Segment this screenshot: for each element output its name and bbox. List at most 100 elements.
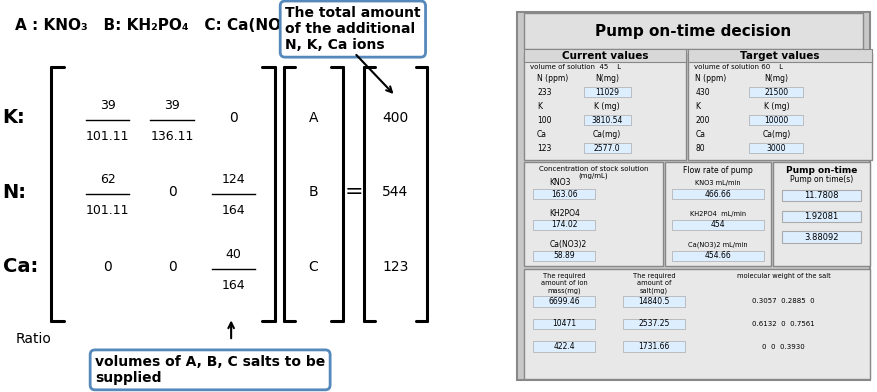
Text: 466.66: 466.66 — [703, 190, 731, 199]
Text: The required
amount of
salt(mg): The required amount of salt(mg) — [632, 273, 674, 294]
FancyBboxPatch shape — [671, 189, 763, 200]
Text: Ca(mg): Ca(mg) — [761, 130, 789, 139]
Text: 2537.25: 2537.25 — [638, 319, 669, 328]
FancyBboxPatch shape — [781, 211, 860, 222]
Text: 123: 123 — [537, 144, 551, 153]
Text: Ca(NO3)2 mL/min: Ca(NO3)2 mL/min — [688, 241, 746, 248]
Text: A: A — [308, 111, 317, 125]
Text: The required
amount of ion
mass(mg): The required amount of ion mass(mg) — [540, 273, 587, 294]
Text: 422.4: 422.4 — [553, 342, 574, 351]
Text: 14840.5: 14840.5 — [638, 297, 669, 306]
Text: 10000: 10000 — [763, 116, 788, 125]
Text: molecular weight of the salt: molecular weight of the salt — [736, 273, 830, 279]
FancyBboxPatch shape — [524, 53, 686, 160]
FancyBboxPatch shape — [533, 296, 594, 307]
FancyBboxPatch shape — [623, 319, 684, 329]
Text: 80: 80 — [695, 144, 704, 153]
Text: 454: 454 — [709, 220, 724, 229]
Text: 1731.66: 1731.66 — [638, 342, 669, 351]
Text: N (ppm): N (ppm) — [695, 74, 726, 83]
Text: 11029: 11029 — [595, 88, 618, 97]
Text: 101.11: 101.11 — [86, 130, 130, 143]
FancyBboxPatch shape — [583, 115, 630, 125]
FancyBboxPatch shape — [623, 341, 684, 352]
Text: K: K — [695, 102, 700, 111]
Text: K (mg): K (mg) — [763, 102, 788, 111]
Text: 6699.46: 6699.46 — [547, 297, 579, 306]
Text: 0: 0 — [168, 260, 176, 274]
Text: 2577.0: 2577.0 — [593, 144, 620, 153]
Text: KNO3: KNO3 — [549, 178, 570, 187]
Text: N(mg): N(mg) — [595, 74, 618, 83]
Text: 0: 0 — [229, 111, 238, 125]
Text: K: K — [537, 102, 541, 111]
Text: N (ppm): N (ppm) — [537, 74, 567, 83]
Text: 544: 544 — [382, 185, 408, 199]
Text: KH2PO4  mL/min: KH2PO4 mL/min — [689, 211, 745, 217]
FancyBboxPatch shape — [749, 87, 802, 97]
Text: 454.66: 454.66 — [703, 251, 731, 260]
Text: Ca(NO3)2: Ca(NO3)2 — [549, 240, 586, 249]
Text: 3810.54: 3810.54 — [591, 116, 622, 125]
FancyBboxPatch shape — [749, 115, 802, 125]
Text: Ca: Ca — [695, 130, 704, 139]
Text: N:: N: — [3, 183, 26, 201]
FancyBboxPatch shape — [533, 220, 594, 230]
Text: The total amount
of the additional
N, K, Ca ions: The total amount of the additional N, K,… — [285, 6, 420, 52]
Text: volume of solution 60    L: volume of solution 60 L — [693, 64, 782, 70]
FancyBboxPatch shape — [688, 53, 871, 160]
FancyBboxPatch shape — [533, 341, 594, 352]
FancyBboxPatch shape — [664, 162, 770, 266]
Text: volume of solution  45    L: volume of solution 45 L — [529, 64, 620, 70]
Text: 40: 40 — [225, 247, 241, 261]
Text: 136.11: 136.11 — [150, 130, 194, 143]
Text: 21500: 21500 — [764, 88, 788, 97]
Text: =: = — [345, 182, 363, 202]
FancyBboxPatch shape — [781, 231, 860, 243]
Text: 3000: 3000 — [766, 144, 785, 153]
FancyBboxPatch shape — [533, 250, 594, 261]
Text: 3.88092: 3.88092 — [803, 233, 838, 242]
Text: volumes of A, B, C salts to be
supplied: volumes of A, B, C salts to be supplied — [95, 355, 324, 385]
FancyBboxPatch shape — [533, 189, 594, 200]
Text: 0: 0 — [103, 260, 112, 274]
Text: 430: 430 — [695, 88, 709, 97]
Text: 124: 124 — [222, 173, 246, 186]
Text: KNO3 mL/min: KNO3 mL/min — [694, 180, 739, 186]
Text: Current values: Current values — [561, 51, 648, 61]
Text: C: C — [308, 260, 317, 274]
FancyBboxPatch shape — [781, 190, 860, 201]
Text: 400: 400 — [382, 111, 408, 125]
FancyBboxPatch shape — [517, 12, 869, 380]
Text: K (mg): K (mg) — [594, 102, 619, 111]
FancyBboxPatch shape — [524, 269, 869, 379]
Text: 0.6132  0  0.7561: 0.6132 0 0.7561 — [752, 321, 814, 327]
FancyBboxPatch shape — [524, 162, 662, 266]
Text: 11.7808: 11.7808 — [803, 192, 838, 200]
Text: Pump on-time: Pump on-time — [785, 166, 856, 175]
Text: Target values: Target values — [739, 51, 819, 61]
FancyBboxPatch shape — [749, 143, 802, 153]
Text: 233: 233 — [537, 88, 551, 97]
FancyBboxPatch shape — [671, 220, 763, 230]
Text: Concentration of stock solution
(mg/mL): Concentration of stock solution (mg/mL) — [538, 166, 647, 180]
Text: 39: 39 — [100, 98, 116, 112]
Text: 123: 123 — [381, 260, 408, 274]
Text: KH2PO4: KH2PO4 — [549, 209, 580, 218]
Text: Ca(mg): Ca(mg) — [593, 130, 621, 139]
FancyBboxPatch shape — [524, 49, 686, 62]
Text: 164: 164 — [222, 204, 246, 218]
Text: A : KNO₃   B: KH₂PO₄   C: Ca(NO₃)₂: A : KNO₃ B: KH₂PO₄ C: Ca(NO₃)₂ — [16, 18, 302, 33]
FancyBboxPatch shape — [583, 87, 630, 97]
Text: 39: 39 — [164, 98, 180, 112]
Text: 0  0  0.3930: 0 0 0.3930 — [761, 343, 804, 350]
Text: 0.3057  0.2885  0: 0.3057 0.2885 0 — [752, 298, 814, 304]
Text: 200: 200 — [695, 116, 709, 125]
Text: 58.89: 58.89 — [553, 251, 574, 260]
FancyBboxPatch shape — [623, 296, 684, 307]
Text: Ca: Ca — [537, 130, 546, 139]
Text: 163.06: 163.06 — [550, 190, 577, 199]
Text: B: B — [308, 185, 317, 199]
Text: 10471: 10471 — [552, 319, 575, 328]
FancyBboxPatch shape — [772, 162, 869, 266]
